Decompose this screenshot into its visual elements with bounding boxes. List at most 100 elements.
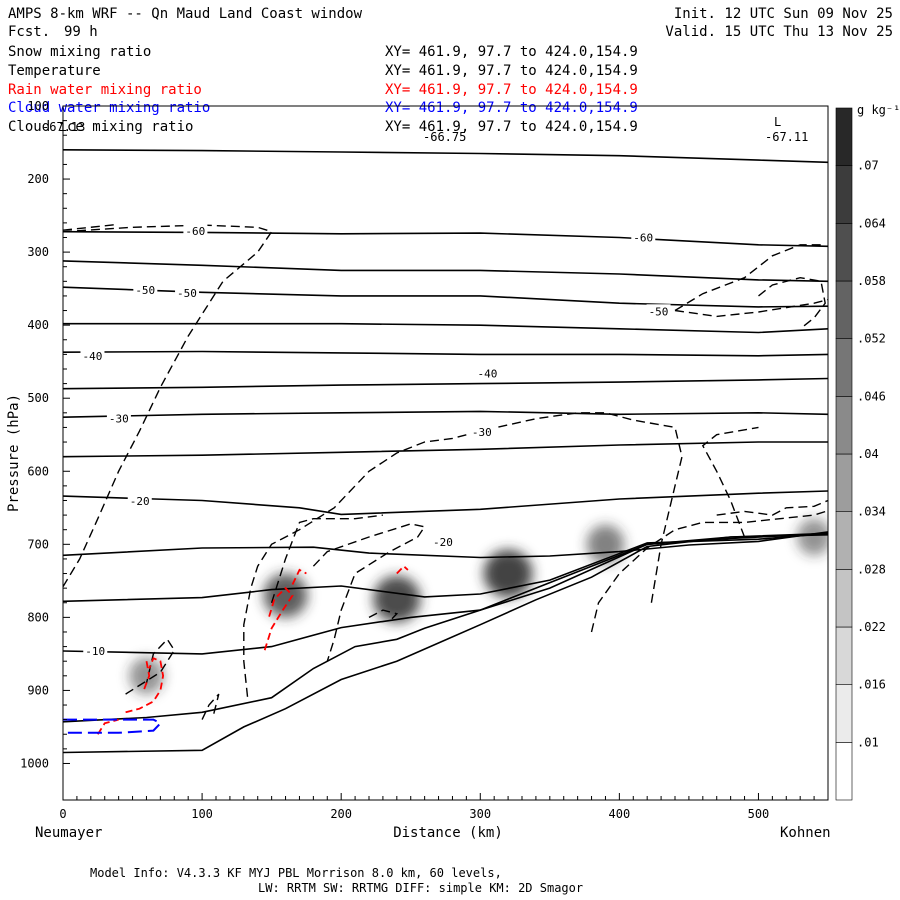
snow-maximum-2 — [373, 575, 421, 623]
svg-text:-30: -30 — [109, 413, 129, 426]
rain-contour-2 — [97, 718, 119, 735]
svg-text:-40: -40 — [82, 350, 102, 363]
svg-text:-50: -50 — [649, 305, 669, 318]
temperature-contour-labels: -60 -60 -50 -50 -50 -40 -40 -30 -30 -20 -20 -10 — [80, 223, 671, 658]
ice-contour-8 — [701, 426, 759, 538]
colorbar-swatch-2 — [835, 626, 853, 685]
colorbar-swatch-0 — [835, 742, 853, 801]
x-tick-label-0: 0 — [59, 807, 66, 821]
field-xy-rain: XY= 461.9, 97.7 to 424.0,154.9 — [385, 82, 638, 98]
y-tick-label-1000: 1000 — [20, 756, 49, 770]
isotherm-4 — [63, 322, 828, 334]
field-name-snow: Snow mixing ratio — [8, 44, 151, 60]
x-axis-label: Distance (km) — [393, 825, 503, 841]
ice-contour-10 — [590, 510, 828, 633]
ice-contour-12 — [201, 693, 220, 720]
colorbar-level-9: .064 — [857, 216, 886, 230]
colorbar-level-7: .052 — [857, 332, 886, 346]
field-name-cloud-ice: Cloud ice mixing ratio — [8, 119, 193, 135]
svg-text:-20: -20 — [130, 495, 150, 508]
svg-text:-60: -60 — [633, 231, 653, 244]
y-tick-label-900: 900 — [27, 683, 49, 697]
field-name-cloud-water: Cloud water mixing ratio — [8, 100, 210, 116]
init-time: Init. 12 UTC Sun 09 Nov 25 — [674, 6, 893, 22]
ice-contour-1 — [63, 223, 119, 231]
temperature-contours — [63, 149, 828, 754]
isotherm-14 — [63, 534, 828, 754]
rain-contour-4 — [291, 568, 307, 585]
valid-time: Valid. 15 UTC Thu 13 Nov 25 — [665, 24, 893, 40]
field-xy-temperature: XY= 461.9, 97.7 to 424.0,154.9 — [385, 63, 638, 79]
field-name-temperature: Temperature — [8, 63, 101, 79]
y-tick-label-100: 100 — [27, 99, 49, 113]
y-tick-label-400: 400 — [27, 318, 49, 332]
low-right-letter: L — [774, 115, 781, 129]
x-tick-label-200: 200 — [330, 807, 352, 821]
fcst-label: Fcst. — [8, 24, 50, 40]
plot-frame — [62, 105, 829, 801]
overlap-value: -67.13 — [42, 120, 85, 134]
snow-maximum-5 — [796, 518, 828, 556]
colorbar-level-1: .016 — [857, 678, 886, 692]
x-tick-label-500: 500 — [748, 807, 770, 821]
rain-contour-1 — [142, 661, 151, 691]
colorbar-level-8: .058 — [857, 274, 886, 288]
isotherm-label-0: -60 — [183, 223, 208, 238]
y-axis-label: Pressure (hPa) — [6, 394, 22, 512]
isotherm-5 — [63, 350, 828, 357]
fcst-value: 99 h — [64, 24, 98, 40]
rain-contour-5 — [396, 564, 409, 575]
colorbar-level-10: .07 — [857, 159, 879, 173]
isotherm-2 — [63, 260, 828, 283]
isotherm-label-10: -20 — [430, 535, 455, 549]
colorbar-swatch-5 — [835, 453, 853, 512]
isotherm-1 — [63, 230, 828, 248]
ice-contour-7 — [270, 514, 383, 604]
svg-text:-60: -60 — [185, 225, 205, 238]
y-tick-label-300: 300 — [27, 245, 49, 259]
colorbar-level-5: .04 — [857, 447, 879, 461]
ice-contour-0 — [63, 224, 273, 588]
svg-text:-40: -40 — [477, 367, 497, 380]
y-tick-label-500: 500 — [27, 391, 49, 405]
colorbar-swatch-10 — [835, 165, 853, 224]
colorbar-swatch-11 — [835, 107, 853, 166]
colorbar-level-2: .022 — [857, 620, 886, 634]
isotherm-label-8: -30 — [469, 424, 494, 439]
colorbar-level-0: .01 — [857, 735, 879, 749]
footer-model-info: Model Info: V4.3.3 KF MYJ PBL Morrison 8… — [90, 866, 502, 880]
isotherm-8 — [63, 441, 828, 458]
snow-maximum-0 — [129, 657, 164, 695]
chart-title: AMPS 8-km WRF -- Qn Maud Land Coast wind… — [8, 6, 363, 22]
isotherm-label-3: -50 — [175, 286, 200, 300]
isotherm-3 — [63, 286, 828, 308]
svg-text:-30: -30 — [472, 426, 492, 439]
y-tick-label-600: 600 — [27, 464, 49, 478]
snow-shading — [129, 518, 828, 695]
svg-text:-10: -10 — [85, 645, 105, 658]
isotherm-label-5: -40 — [80, 348, 105, 363]
isotherm-12 — [63, 532, 828, 655]
colorbar-swatch-6 — [835, 396, 853, 455]
colorbar-units: g kg⁻¹ — [857, 103, 900, 117]
colorbar-swatch-8 — [835, 280, 853, 339]
y-axis: 100 200 300 400 500 600 700 800 900 1000 — [20, 99, 70, 770]
colorbar-swatch-3 — [835, 569, 853, 628]
rain-contour-3 — [263, 586, 294, 651]
y-tick-label-800: 800 — [27, 610, 49, 624]
cloud-ice-contours — [63, 223, 828, 720]
ice-contour-9 — [716, 499, 828, 516]
snow-maximum-1 — [263, 573, 308, 618]
x-tick-label-300: 300 — [469, 807, 491, 821]
y-tick-label-200: 200 — [27, 172, 49, 186]
isotherm-label-9: -20 — [127, 494, 152, 508]
ice-contour-2 — [674, 244, 821, 312]
isotherm-0 — [63, 149, 828, 164]
isotherm-13 — [63, 532, 828, 723]
right-endpoint-label: Kohnen — [780, 825, 831, 841]
cloud-water-contours — [63, 718, 163, 734]
isotherm-7 — [63, 410, 828, 418]
rain-contours — [97, 564, 409, 735]
low-right-value: -67.11 — [765, 130, 808, 144]
isotherm-label-2: -50 — [133, 283, 158, 297]
